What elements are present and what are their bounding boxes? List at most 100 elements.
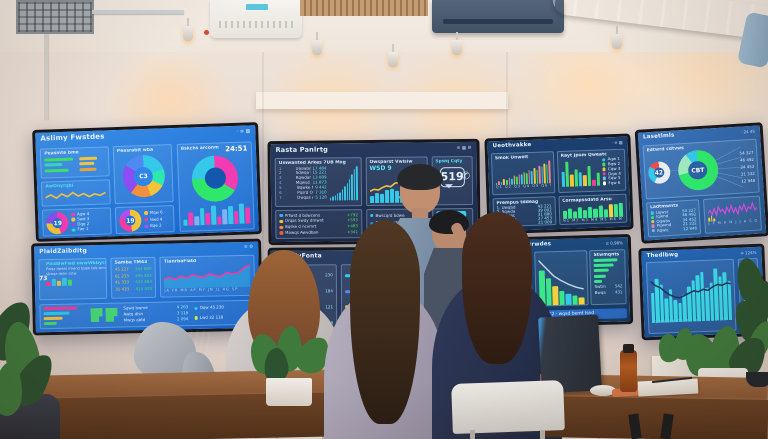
- cell: 7 310: [315, 190, 327, 195]
- dark-bowl: [746, 372, 768, 387]
- cell: Sqwd bwme: [123, 305, 148, 311]
- hoodie-woman-hair: [462, 212, 532, 364]
- screen-a-title: Aslimy Fwstdes: [40, 132, 105, 143]
- declining-line-chart: [538, 253, 584, 304]
- screen-a-pie-panel: Peasrablt wba C3: [112, 143, 175, 205]
- bar: [562, 211, 567, 219]
- screen-a-donut2-panel: 19 Mqw 6 Nwd 4 Bqe 2: [114, 205, 176, 234]
- row: Bqe 2: [144, 224, 171, 229]
- screen-b-area-panel: TianrbaFlatd JA FB MR AP MY JN JL AG SP: [159, 254, 255, 298]
- bar: [44, 316, 63, 321]
- cell: Awtq dlsn: [123, 311, 144, 317]
- bar: [56, 280, 62, 287]
- bar: [233, 211, 239, 225]
- bar: [708, 217, 711, 222]
- screen-g-menu-icons: · 24 45: [740, 128, 756, 135]
- bar: [533, 168, 536, 184]
- cell: 15 221: [312, 170, 327, 176]
- bar: [515, 176, 518, 185]
- row: 45 227 344 800: [115, 267, 152, 272]
- overlay-line-chart: [650, 262, 733, 320]
- row-dot: [602, 162, 606, 167]
- bar: [574, 169, 579, 187]
- panel-title: Peasrablt wba: [116, 147, 154, 154]
- cell: 1: [278, 166, 282, 171]
- wall-soffit: [256, 92, 508, 109]
- legend: Aqw 1 Bqw 2 Cqw 3 Dqw 4 Eqw 5 Fqw 6: [602, 157, 622, 186]
- bar: [79, 156, 98, 160]
- man-hair: [397, 164, 443, 190]
- line-svg: [707, 199, 757, 222]
- row: 31 433 413 433: [115, 287, 152, 292]
- bar: [194, 215, 200, 226]
- bar: [543, 163, 546, 184]
- panel-subtext: Pwqa dwset mlwnd bsqw tals wmdr sbwqa de…: [46, 266, 107, 276]
- wood-slat-panel: [300, 0, 428, 16]
- bar: [79, 167, 97, 171]
- donut-legend: Mqw 6 Nwd 4 Bqe 2: [144, 209, 171, 230]
- row-dot: [144, 217, 148, 222]
- bar: [369, 196, 374, 204]
- data-table: 45 227 344 800 61 233 495 403 41 333 433 463 3…: [115, 265, 152, 293]
- donut-label: 19: [53, 219, 63, 228]
- row: 6 Pqsrd Own 7 310: [279, 191, 327, 195]
- bar: [577, 207, 583, 219]
- screen-e-dense-bars-panel: Smok Unwolt Q1 Q2 Q3 Q4 Q5 Q6 Q7 Q8: [490, 150, 556, 196]
- plant-pot: [266, 378, 312, 406]
- mini-bar-chart: [46, 276, 72, 287]
- bar: [336, 193, 339, 200]
- cell: 31 433: [115, 287, 130, 293]
- cell: 344 800: [134, 266, 152, 271]
- bar: [594, 269, 610, 273]
- donut-chart: 19: [46, 212, 70, 235]
- row: Sqwd bwme 4 203: [123, 305, 188, 310]
- screen-e-green-bars-panel: Cormapssdatd Arsu M1 M2 M3 M4 M5 M6 M7 M…: [558, 193, 628, 226]
- center-woman-hair: [350, 220, 420, 424]
- row-dot: [651, 228, 656, 233]
- cell: 433 463: [135, 280, 152, 285]
- cell: Fwr 1: [77, 226, 89, 232]
- mini-yellow-bars: [708, 214, 716, 222]
- bar: [593, 208, 598, 218]
- cell: Fqw 6: [608, 180, 621, 186]
- green-hbar-chart: [44, 156, 75, 174]
- ac-unit-label: [246, 4, 268, 10]
- small-donut-chart: 42: [647, 160, 671, 185]
- block-icons: [90, 305, 117, 324]
- line-svg: [164, 263, 251, 289]
- cell: 2 094: [176, 317, 189, 322]
- cell: 7: [279, 195, 282, 200]
- screen-a-line-panel: AwOnyrqbi: [41, 179, 111, 207]
- noisy-line-chart: [707, 199, 757, 222]
- bar: [587, 165, 592, 187]
- cell: 2: [278, 171, 282, 176]
- bar: [188, 212, 194, 226]
- cell: +792: [346, 212, 358, 217]
- fire-sensor: [204, 30, 209, 35]
- row-dot: [279, 231, 284, 235]
- mixed-bar-chart: [495, 159, 551, 186]
- conduit-pipe-vertical: [44, 34, 48, 120]
- cell: 11 873: [312, 180, 327, 185]
- bar: [355, 165, 358, 200]
- screen-f-decline-panel: [534, 249, 589, 307]
- wall-seam-left: [262, 40, 264, 370]
- bar: [205, 213, 211, 226]
- cell: 6: [279, 190, 282, 196]
- spotlight: [452, 32, 462, 55]
- row: 5 Bqwke Ncv9 442: [279, 186, 327, 190]
- bar: [513, 175, 516, 185]
- row-dot: [651, 224, 655, 229]
- donut-label: 73: [39, 275, 48, 283]
- row-dot: [71, 212, 76, 217]
- cell: 5 128: [315, 195, 327, 200]
- row-dot: [369, 213, 374, 218]
- bar: [348, 179, 351, 200]
- cell: Pqsrd Own: [297, 190, 314, 195]
- screen-b-summary-panel: 73 PaidBwFwd owwWkbycst Pwqa dwset mlwnd…: [38, 257, 107, 301]
- bar: [520, 174, 523, 185]
- screen-b-title: PlaidZaibditg: [39, 247, 88, 256]
- row-dot: [602, 167, 607, 172]
- cell: 12 948: [682, 225, 698, 231]
- bar: [593, 258, 618, 263]
